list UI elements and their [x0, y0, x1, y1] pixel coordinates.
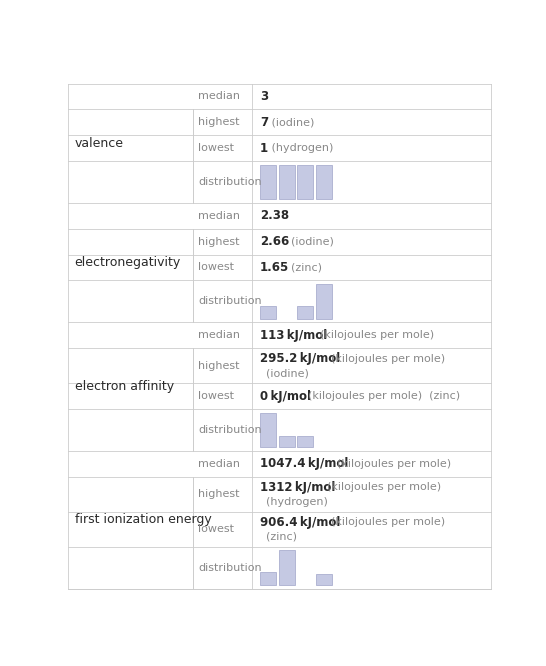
Bar — [297, 436, 313, 448]
Text: lowest: lowest — [198, 524, 234, 534]
Text: (kilojoules per mole): (kilojoules per mole) — [320, 482, 441, 492]
Text: electron affinity: electron affinity — [75, 380, 174, 393]
Text: valence: valence — [75, 137, 123, 150]
Text: (hydrogen): (hydrogen) — [266, 497, 328, 507]
Text: median: median — [198, 91, 240, 101]
Text: (zinc): (zinc) — [266, 532, 297, 542]
Text: distribution: distribution — [198, 425, 262, 435]
Text: 7: 7 — [260, 116, 268, 129]
Bar — [297, 306, 313, 318]
Text: (kilojoules per mole): (kilojoules per mole) — [330, 459, 451, 469]
Bar — [297, 165, 313, 199]
Bar — [316, 284, 332, 318]
Bar — [260, 165, 276, 199]
Text: 1047.4 kJ/mol: 1047.4 kJ/mol — [260, 458, 348, 470]
Text: median: median — [198, 211, 240, 221]
Text: 1312 kJ/mol: 1312 kJ/mol — [260, 481, 335, 494]
Bar — [278, 436, 295, 448]
Text: (kilojoules per mole): (kilojoules per mole) — [324, 517, 445, 527]
Text: median: median — [198, 459, 240, 469]
Bar — [316, 165, 332, 199]
Bar — [260, 306, 276, 318]
Text: (iodine): (iodine) — [284, 236, 334, 246]
Text: 113 kJ/mol: 113 kJ/mol — [260, 329, 327, 342]
Text: highest: highest — [198, 361, 240, 371]
Text: (kilojoules per mole): (kilojoules per mole) — [324, 354, 445, 364]
Text: (kilojoules per mole): (kilojoules per mole) — [313, 330, 435, 340]
Text: 295.2 kJ/mol: 295.2 kJ/mol — [260, 352, 340, 365]
Text: median: median — [198, 330, 240, 340]
Text: distribution: distribution — [198, 296, 262, 306]
Text: 2.38: 2.38 — [260, 209, 289, 222]
Text: (zinc): (zinc) — [284, 262, 322, 272]
Text: (hydrogen): (hydrogen) — [268, 143, 333, 153]
Text: distribution: distribution — [198, 563, 262, 573]
Bar — [278, 550, 295, 585]
Text: distribution: distribution — [198, 177, 262, 187]
Text: 906.4 kJ/mol: 906.4 kJ/mol — [260, 515, 340, 529]
Text: 0 kJ/mol: 0 kJ/mol — [260, 390, 311, 402]
Text: lowest: lowest — [198, 391, 234, 401]
Text: lowest: lowest — [198, 143, 234, 153]
Text: 1.65: 1.65 — [260, 261, 289, 274]
Text: (iodine): (iodine) — [268, 117, 314, 127]
Bar — [260, 413, 276, 448]
Bar — [260, 571, 276, 585]
Text: 3: 3 — [260, 90, 268, 103]
Text: highest: highest — [198, 117, 240, 127]
Bar — [278, 165, 295, 199]
Text: (kilojoules per mole)  (zinc): (kilojoules per mole) (zinc) — [301, 391, 460, 401]
Text: 1: 1 — [260, 141, 268, 155]
Text: highest: highest — [198, 490, 240, 500]
Bar — [316, 574, 332, 585]
Text: lowest: lowest — [198, 262, 234, 272]
Text: highest: highest — [198, 236, 240, 246]
Text: first ionization energy: first ionization energy — [75, 513, 211, 526]
Text: (iodine): (iodine) — [266, 368, 309, 378]
Text: electronegativity: electronegativity — [75, 256, 181, 269]
Text: 2.66: 2.66 — [260, 235, 289, 248]
